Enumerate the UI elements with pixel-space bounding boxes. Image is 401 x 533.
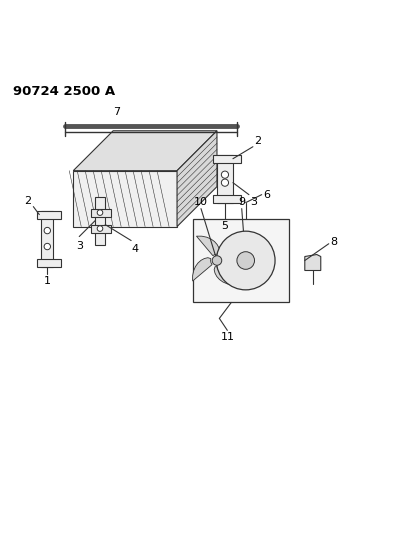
Polygon shape xyxy=(192,219,288,302)
Polygon shape xyxy=(214,265,237,285)
Text: 2: 2 xyxy=(253,136,261,146)
Text: 3: 3 xyxy=(249,197,257,207)
Polygon shape xyxy=(91,224,111,232)
Polygon shape xyxy=(95,197,105,245)
Circle shape xyxy=(97,210,103,215)
Polygon shape xyxy=(73,171,176,227)
Polygon shape xyxy=(196,236,219,256)
Circle shape xyxy=(221,179,228,186)
Polygon shape xyxy=(41,211,53,266)
Polygon shape xyxy=(91,208,111,216)
Polygon shape xyxy=(37,211,61,219)
Polygon shape xyxy=(37,259,61,266)
Text: 6: 6 xyxy=(263,190,270,200)
Circle shape xyxy=(97,226,103,231)
Polygon shape xyxy=(217,155,232,203)
Text: 3: 3 xyxy=(75,240,83,251)
Text: 8: 8 xyxy=(330,237,337,247)
Polygon shape xyxy=(304,255,320,270)
Polygon shape xyxy=(221,240,241,263)
Polygon shape xyxy=(213,195,240,203)
Text: 9: 9 xyxy=(237,197,245,207)
Circle shape xyxy=(44,228,51,234)
Circle shape xyxy=(212,256,221,265)
Text: 10: 10 xyxy=(194,197,207,207)
Polygon shape xyxy=(73,131,217,171)
Text: 11: 11 xyxy=(220,333,234,342)
Text: 2: 2 xyxy=(24,196,31,206)
Polygon shape xyxy=(213,155,240,163)
Polygon shape xyxy=(192,257,212,281)
Circle shape xyxy=(216,231,274,290)
Text: 90724 2500 A: 90724 2500 A xyxy=(13,85,115,98)
Text: 4: 4 xyxy=(131,244,138,254)
Text: 7: 7 xyxy=(113,107,119,117)
Circle shape xyxy=(44,244,51,250)
Circle shape xyxy=(221,171,228,178)
Polygon shape xyxy=(176,131,217,227)
Text: 5: 5 xyxy=(221,221,228,231)
Circle shape xyxy=(236,252,254,269)
Text: 1: 1 xyxy=(44,277,51,286)
